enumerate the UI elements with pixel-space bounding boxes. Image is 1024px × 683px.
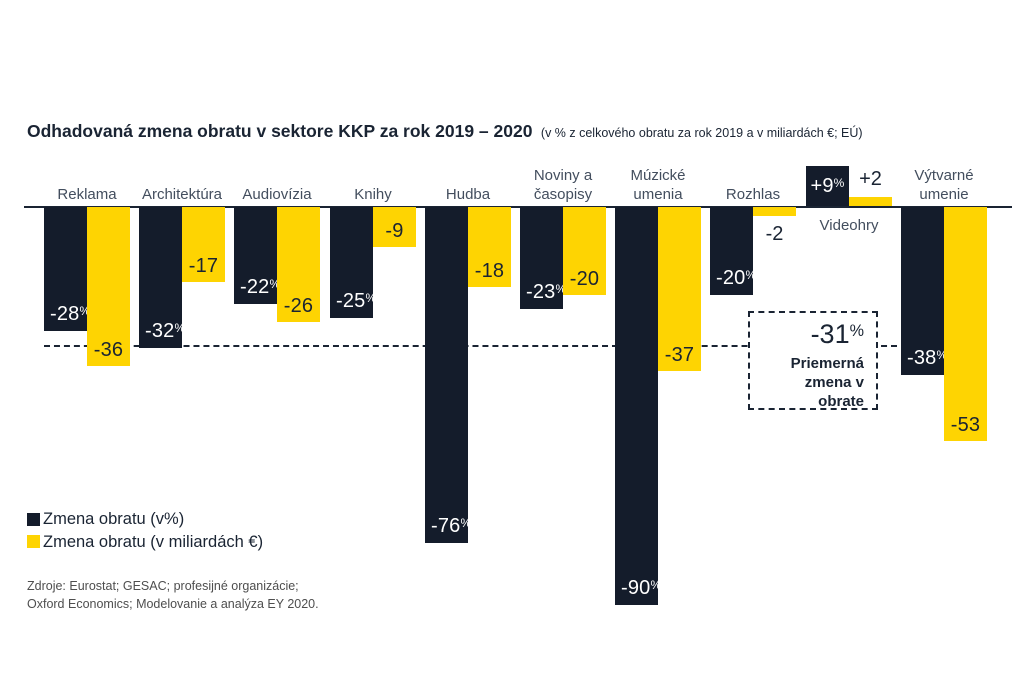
legend-item-billions: Zmena obratu (v miliardách €)	[27, 532, 264, 551]
category-label-knihy: Knihy	[354, 185, 392, 203]
bar-knihy-percent: -25%	[330, 207, 377, 318]
bar-videohry-billions	[849, 197, 892, 206]
bar-value-audiovizia-billions: -26	[283, 295, 314, 317]
bar-value-videohry-billions: +2	[859, 168, 882, 190]
chart-subtitle: (v % z celkového obratu za rok 2019 a v …	[540, 126, 863, 140]
average-value: -31%	[810, 319, 864, 349]
bar-value-audiovizia-percent: -22%	[240, 276, 281, 298]
legend-label-percent: Zmena obratu (v%)	[43, 510, 185, 528]
bar-hudba-percent: -76%	[425, 207, 472, 543]
average-caption: Priemerná zmena v obrate	[790, 355, 864, 410]
bar-vytvarne-billions: -53	[944, 207, 987, 441]
bar-muzicke-percent: -90%	[615, 207, 662, 605]
bar-value-videohry-percent: +9%	[810, 175, 845, 197]
category-label-vytvarne: Výtvarné umenie	[914, 167, 974, 203]
chart-title: Odhadovaná zmena obratu v sektore KKP za…	[27, 121, 533, 141]
sources-line-1: Zdroje: Eurostat; GESAC; profesijné orga…	[27, 579, 299, 593]
bar-noviny-a-billions: -20	[563, 207, 606, 295]
bar-value-reklama-billions: -36	[93, 339, 124, 361]
legend: Zmena obratu (v%) Zmena obratu (v miliar…	[27, 511, 263, 556]
category-label-noviny-a: Noviny a časopisy	[533, 167, 593, 203]
bar-value-vytvarne-percent: -38%	[907, 347, 948, 369]
bar-architektura-percent: -32%	[139, 207, 186, 348]
chart-title-block: Odhadovaná zmena obratu v sektore KKP za…	[27, 121, 863, 142]
bar-hudba-billions: -18	[468, 207, 511, 287]
bar-value-rozhlas-percent: -20%	[716, 267, 757, 289]
category-label-audiovizia: Audiovízia	[242, 185, 312, 203]
category-label-hudba: Hudba	[445, 185, 491, 203]
bar-value-knihy-billions: -9	[385, 220, 404, 242]
bar-value-knihy-percent: -25%	[336, 290, 377, 312]
bar-value-reklama-percent: -28%	[50, 303, 91, 325]
bar-knihy-billions: -9	[373, 207, 416, 247]
bar-value-muzicke-billions: -37	[664, 344, 695, 366]
category-label-videohry: Videohry	[819, 217, 879, 234]
bar-muzicke-billions: -37	[658, 207, 701, 371]
category-label-architektura: Architektúra	[141, 185, 223, 203]
bar-value-muzicke-percent: -90%	[621, 577, 662, 599]
bar-value-rozhlas-billions: -2	[765, 223, 784, 245]
bar-rozhlas-billions	[753, 207, 796, 216]
bar-noviny-a-percent: -23%	[520, 207, 567, 309]
category-label-muzicke: Múzické umenia	[630, 167, 686, 203]
bar-reklama-billions: -36	[87, 207, 130, 366]
bar-value-hudba-percent: -76%	[431, 515, 472, 537]
legend-swatch-dark	[27, 512, 40, 526]
bar-value-noviny-a-billions: -20	[569, 268, 600, 290]
bar-value-noviny-a-percent: -23%	[526, 281, 567, 303]
average-dashed-line	[44, 345, 897, 347]
bar-audiovizia-percent: -22%	[234, 207, 281, 304]
bar-value-architektura-percent: -32%	[145, 320, 186, 342]
legend-swatch-yellow	[27, 535, 40, 549]
bar-audiovizia-billions: -26	[277, 207, 320, 322]
category-label-reklama: Reklama	[57, 185, 117, 203]
legend-label-billions: Zmena obratu (v miliardách €)	[43, 532, 264, 551]
bar-value-architektura-billions: -17	[188, 255, 219, 277]
category-label-rozhlas: Rozhlas	[725, 185, 781, 203]
sources-note: Zdroje: Eurostat; GESAC; profesijné orga…	[27, 578, 319, 613]
bar-vytvarne-percent: -38%	[901, 207, 948, 375]
bar-architektura-billions: -17	[182, 207, 225, 282]
bar-rozhlas-percent: -20%	[710, 207, 757, 295]
average-annotation-box: -31% Priemerná zmena v obrate	[748, 311, 878, 410]
bar-videohry-percent: +9%	[806, 166, 849, 206]
bar-value-vytvarne-billions: -53	[950, 414, 981, 436]
x-axis-line	[24, 206, 1012, 208]
sources-line-2: Oxford Economics; Modelovanie a analýza …	[27, 596, 319, 611]
legend-item-percent: Zmena obratu (v%)	[27, 511, 263, 528]
bar-reklama-percent: -28%	[44, 207, 91, 331]
bar-value-hudba-billions: -18	[474, 260, 505, 282]
